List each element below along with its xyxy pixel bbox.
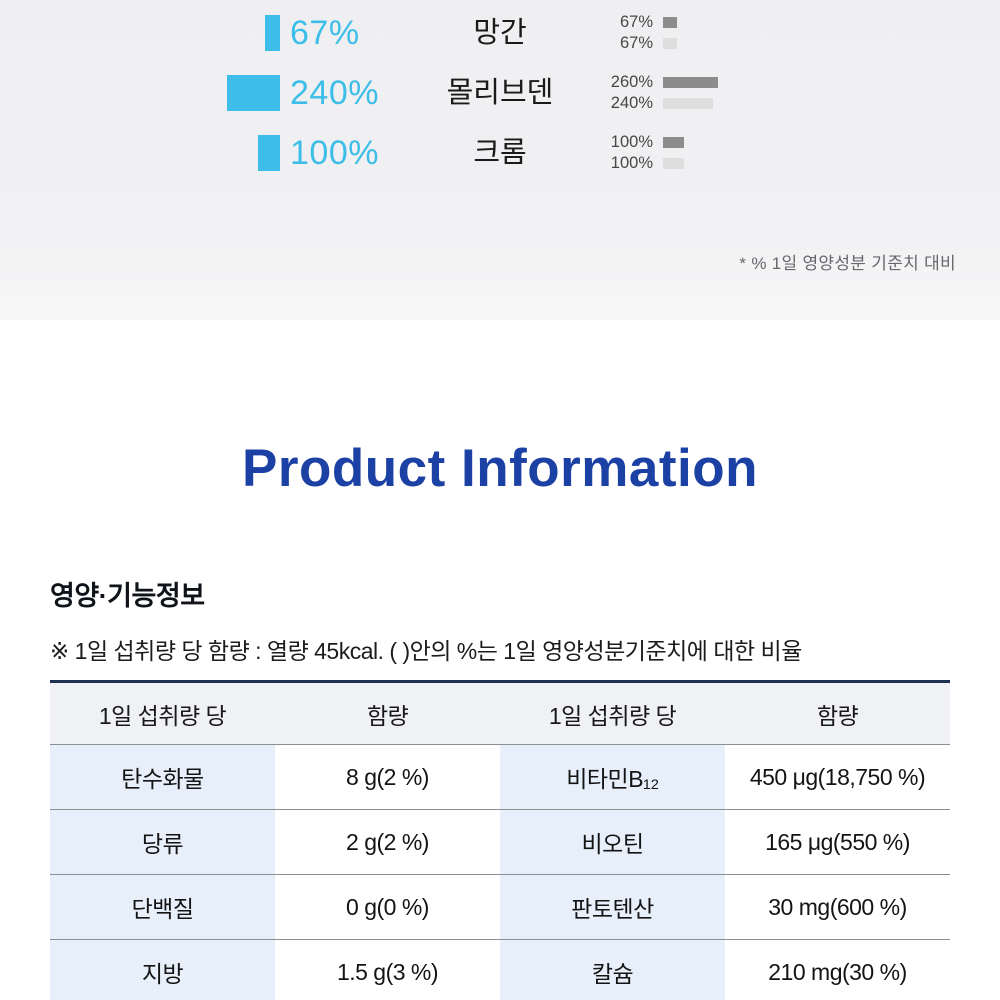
comparison-bar-light <box>663 158 684 169</box>
mineral-row: 100% 크롬 100% 100% <box>0 123 1000 183</box>
nutrient-name-cell: 단백질 <box>50 875 275 939</box>
nutrition-table: 1일 섭취량 당 함량 1일 섭취량 당 함량 탄수화물 8 g(2 %) 비타… <box>50 680 950 1000</box>
comparison-line: 240% <box>555 93 895 114</box>
table-row: 지방 1.5 g(3 %) 칼슘 210 mg(30 %) <box>50 940 950 1000</box>
mineral-row: 67% 망간 67% 67% <box>0 3 1000 63</box>
comparison-label: 67% <box>619 13 653 31</box>
comparison-bars: 260% 240% <box>555 72 895 114</box>
nutrient-value-cell: 30 mg(600 %) <box>725 875 950 939</box>
comparison-label: 240% <box>610 94 653 112</box>
nutrient-value-cell: 165 μg(550 %) <box>725 810 950 874</box>
comparison-bar-light <box>663 98 714 109</box>
mineral-name: 몰리브덴 <box>446 77 554 109</box>
highlight-bar <box>258 135 280 171</box>
mineral-name: 크롬 <box>473 137 527 169</box>
nutrient-value-cell: 0 g(0 %) <box>275 875 500 939</box>
comparison-bar-light <box>663 38 678 49</box>
comparison-bar-dark <box>663 17 678 28</box>
table-header-cell: 함량 <box>366 702 409 729</box>
nutrient-name-cell: 비오틴 <box>500 810 725 874</box>
mineral-chart: 67% 망간 67% 67% <box>0 3 1000 183</box>
comparison-line: 67% <box>555 12 895 33</box>
highlight-percent: 67% <box>290 14 360 52</box>
table-header-cell: 1일 섭취량 당 <box>548 702 677 729</box>
mineral-chart-section: 67% 망간 67% 67% <box>0 0 1000 320</box>
page-title: Product Information <box>242 439 758 498</box>
comparison-label: 67% <box>619 34 653 52</box>
comparison-bars: 100% 100% <box>555 132 895 174</box>
comparison-label: 100% <box>610 154 653 172</box>
nutrient-name-cell: 판토텐산 <box>500 875 725 939</box>
table-header-cell: 함량 <box>816 702 859 729</box>
nutrition-note: ※ 1일 섭취량 당 함량 : 열량 45kcal. ( )안의 %는 1일 영… <box>50 638 802 664</box>
comparison-label: 260% <box>610 73 653 91</box>
highlight-percent: 100% <box>290 134 379 172</box>
nutrition-heading: 영양·기능정보 <box>50 581 205 611</box>
highlight-bar <box>265 15 280 51</box>
comparison-line: 260% <box>555 72 895 93</box>
mineral-row: 240% 몰리브덴 260% 240% <box>0 63 1000 123</box>
nutrient-name-cell: 비타민B₁₂ <box>500 745 725 809</box>
table-header-row: 1일 섭취량 당 함량 1일 섭취량 당 함량 <box>50 683 950 745</box>
comparison-line: 100% <box>555 132 895 153</box>
comparison-line: 67% <box>555 33 895 54</box>
mineral-name: 망간 <box>473 17 527 49</box>
nutrient-value-cell: 210 mg(30 %) <box>725 940 950 1000</box>
comparison-bar-dark <box>663 77 718 88</box>
table-row: 탄수화물 8 g(2 %) 비타민B₁₂ 450 μg(18,750 %) <box>50 745 950 810</box>
table-row: 당류 2 g(2 %) 비오틴 165 μg(550 %) <box>50 810 950 875</box>
nutrient-value-cell: 450 μg(18,750 %) <box>725 745 950 809</box>
nutrient-value-cell: 2 g(2 %) <box>275 810 500 874</box>
nutrient-value-cell: 8 g(2 %) <box>275 745 500 809</box>
table-body: 탄수화물 8 g(2 %) 비타민B₁₂ 450 μg(18,750 %) 당류… <box>50 745 950 1000</box>
comparison-bars: 67% 67% <box>555 12 895 54</box>
table-row: 단백질 0 g(0 %) 판토텐산 30 mg(600 %) <box>50 875 950 940</box>
nutrient-name-cell: 탄수화물 <box>50 745 275 809</box>
nutrient-name-cell: 칼슘 <box>500 940 725 1000</box>
highlight-percent: 240% <box>290 74 379 112</box>
nutrient-name-cell: 당류 <box>50 810 275 874</box>
comparison-line: 100% <box>555 153 895 174</box>
table-header-cell: 1일 섭취량 당 <box>98 702 227 729</box>
highlight-bar <box>227 75 280 111</box>
nutrient-value-cell: 1.5 g(3 %) <box>275 940 500 1000</box>
comparison-label: 100% <box>610 133 653 151</box>
nutrient-name-cell: 지방 <box>50 940 275 1000</box>
chart-footnote: * % 1일 영양성분 기준치 대비 <box>739 254 956 273</box>
comparison-bar-dark <box>663 137 684 148</box>
